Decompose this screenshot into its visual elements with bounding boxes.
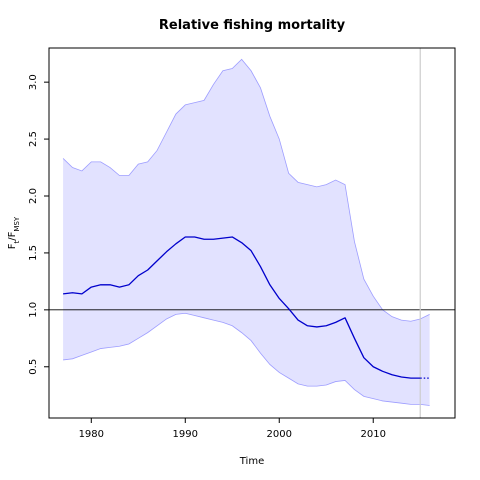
median-line xyxy=(63,236,421,379)
y-tick-label: 0.5 xyxy=(28,359,39,375)
y-tick-label: 2.5 xyxy=(28,131,39,147)
y-tick-label: 1.5 xyxy=(28,245,39,261)
chart-title: Relative fishing mortality xyxy=(159,18,346,33)
x-tick-label: 1990 xyxy=(173,429,198,440)
band-lower-edge xyxy=(63,312,430,406)
y-axis-label-sub-denominator: MSY xyxy=(13,216,21,231)
confidence-band xyxy=(63,59,430,406)
x-tick-label: 2010 xyxy=(361,429,386,440)
y-axis: 0.5 1.0 1.5 2.0 2.5 3.0 xyxy=(28,74,49,375)
y-tick-label: 2.0 xyxy=(28,188,39,204)
y-tick-label: 3.0 xyxy=(28,74,39,90)
plot-frame xyxy=(48,47,456,419)
y-axis-label-slash: / xyxy=(7,237,18,241)
y-axis-label-base-2: F xyxy=(7,231,18,237)
y-axis-label: Ft/FMSY xyxy=(7,216,21,249)
x-tick-label: 2000 xyxy=(267,429,292,440)
x-tick-label: 1980 xyxy=(79,429,104,440)
y-tick-label: 1.0 xyxy=(28,302,39,318)
y-axis-label-sub-numerator: t xyxy=(13,240,21,243)
x-axis-label: Time xyxy=(239,456,264,467)
plot-area xyxy=(49,48,455,418)
x-axis: 1980 1990 2000 2010 xyxy=(79,418,386,440)
band-upper-edge xyxy=(62,58,430,322)
y-axis-label-base: F xyxy=(7,243,18,249)
